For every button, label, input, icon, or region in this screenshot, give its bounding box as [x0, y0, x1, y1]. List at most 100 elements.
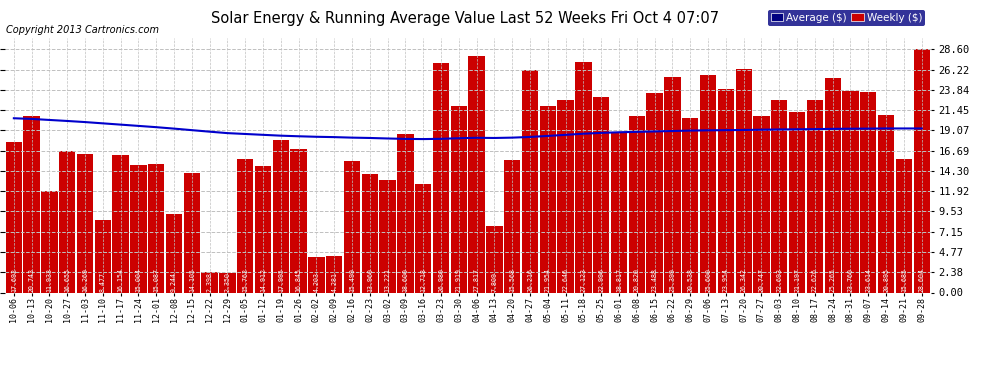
Text: 20.538: 20.538	[687, 268, 693, 292]
Bar	[397, 134, 414, 292]
Text: Solar Energy & Running Average Value Last 52 Weeks Fri Oct 4 07:07: Solar Energy & Running Average Value Las…	[211, 11, 720, 26]
Text: 23.760: 23.760	[847, 268, 853, 292]
Bar	[504, 160, 521, 292]
Bar	[522, 70, 539, 292]
Text: 20.743: 20.743	[29, 268, 35, 292]
Text: 15.568: 15.568	[509, 268, 515, 292]
Text: 26.980: 26.980	[438, 268, 445, 292]
Text: 27.123: 27.123	[580, 268, 586, 292]
Bar	[646, 93, 663, 292]
Text: 7.809: 7.809	[491, 272, 498, 292]
Text: 20.820: 20.820	[634, 268, 640, 292]
Text: 23.954: 23.954	[723, 268, 729, 292]
Bar	[682, 118, 699, 292]
Text: 21.919: 21.919	[455, 268, 462, 292]
Text: 15.685: 15.685	[901, 268, 907, 292]
Bar	[42, 191, 57, 292]
Text: 22.646: 22.646	[562, 268, 568, 292]
Bar	[290, 149, 307, 292]
Text: 15.499: 15.499	[349, 268, 355, 292]
Text: 26.342: 26.342	[741, 268, 746, 292]
Text: 21.954: 21.954	[544, 268, 550, 292]
Text: 28.604: 28.604	[919, 268, 925, 292]
Text: 15.762: 15.762	[243, 268, 248, 292]
Legend: Average ($), Weekly ($): Average ($), Weekly ($)	[767, 9, 926, 26]
Text: 23.488: 23.488	[651, 268, 657, 292]
Text: 26.216: 26.216	[527, 268, 533, 292]
Bar	[593, 97, 610, 292]
Bar	[219, 273, 236, 292]
Bar	[344, 161, 360, 292]
Bar	[24, 116, 40, 292]
Text: 13.221: 13.221	[385, 268, 391, 292]
Text: 14.912: 14.912	[260, 268, 266, 292]
Bar	[914, 50, 930, 292]
Text: 2.350: 2.350	[225, 272, 231, 292]
Bar	[771, 100, 787, 292]
Bar	[131, 165, 147, 292]
Bar	[789, 112, 805, 292]
Bar	[575, 62, 592, 292]
Bar	[700, 75, 717, 292]
Text: 27.817: 27.817	[473, 268, 480, 292]
Text: 15.087: 15.087	[153, 268, 159, 292]
Bar	[736, 69, 751, 292]
Text: 25.600: 25.600	[705, 268, 711, 292]
Bar	[878, 115, 894, 292]
Bar	[361, 174, 378, 292]
Bar	[468, 56, 485, 292]
Bar	[540, 106, 556, 292]
Bar	[95, 220, 111, 292]
Text: 8.477: 8.477	[100, 272, 106, 292]
Bar	[113, 155, 129, 292]
Bar	[753, 116, 769, 292]
Bar	[433, 63, 449, 292]
Text: 16.269: 16.269	[82, 268, 88, 292]
Text: 16.845: 16.845	[296, 268, 302, 292]
Text: 17.995: 17.995	[278, 268, 284, 292]
Text: 20.895: 20.895	[883, 268, 889, 292]
Text: 11.933: 11.933	[47, 268, 52, 292]
Text: 25.265: 25.265	[830, 268, 836, 292]
Bar	[272, 140, 289, 292]
Bar	[308, 257, 325, 292]
Text: 13.960: 13.960	[367, 268, 373, 292]
Text: 16.154: 16.154	[118, 268, 124, 292]
Bar	[557, 100, 574, 292]
Bar	[807, 100, 823, 292]
Bar	[842, 90, 858, 292]
Bar	[486, 226, 503, 292]
Bar	[326, 256, 343, 292]
Text: 16.655: 16.655	[64, 268, 70, 292]
Text: 22.626: 22.626	[812, 268, 818, 292]
Bar	[379, 180, 396, 292]
Text: 21.197: 21.197	[794, 268, 800, 292]
Text: 17.692: 17.692	[11, 268, 17, 292]
Text: 22.996: 22.996	[598, 268, 604, 292]
Bar	[718, 89, 734, 292]
Bar	[825, 78, 841, 292]
Bar	[860, 92, 876, 292]
Text: 14.105: 14.105	[189, 268, 195, 292]
Bar	[611, 132, 628, 292]
Text: 18.600: 18.600	[403, 268, 409, 292]
Bar	[664, 76, 681, 292]
Bar	[148, 164, 164, 292]
Text: 12.718: 12.718	[421, 268, 427, 292]
Text: 20.747: 20.747	[758, 268, 764, 292]
Text: 4.203: 4.203	[314, 272, 320, 292]
Bar	[896, 159, 912, 292]
Bar	[59, 151, 75, 292]
Bar	[415, 184, 432, 292]
Bar	[202, 272, 218, 292]
Bar	[237, 159, 253, 292]
Text: 9.244: 9.244	[171, 272, 177, 292]
Text: 4.281: 4.281	[332, 272, 338, 292]
Text: 25.399: 25.399	[669, 268, 675, 292]
Bar	[77, 154, 93, 292]
Text: Copyright 2013 Cartronics.com: Copyright 2013 Cartronics.com	[6, 25, 158, 35]
Text: 23.614: 23.614	[865, 268, 871, 292]
Text: 2.398: 2.398	[207, 272, 213, 292]
Bar	[166, 214, 182, 292]
Bar	[629, 116, 645, 292]
